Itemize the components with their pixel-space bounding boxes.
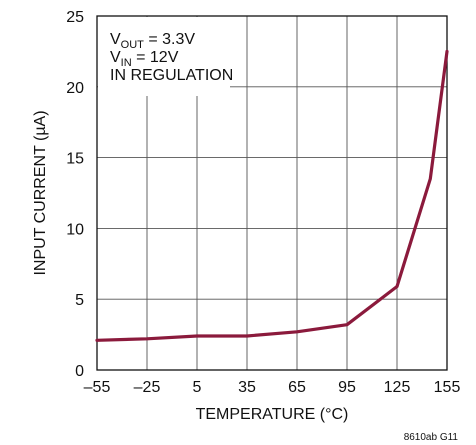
- x-tick-label: 35: [238, 379, 256, 396]
- grid: [97, 16, 447, 370]
- plot-frame: [96, 15, 448, 371]
- annotation-line: VOUT = 3.3V: [110, 31, 195, 51]
- y-tick-label: 15: [66, 151, 84, 168]
- y-tick-label: 10: [66, 221, 84, 238]
- y-tick-labels: 0 5 10 15 20 25: [66, 9, 84, 380]
- y-axis-label: INPUT CURRENT (µA): [32, 110, 49, 275]
- y-tick-label: 5: [75, 292, 84, 309]
- series: [95, 49, 449, 342]
- y-tick-label: 20: [66, 80, 84, 97]
- x-tick-label: 125: [384, 379, 411, 396]
- y-tick-label: 0: [75, 363, 84, 380]
- x-axis-label: TEMPERATURE (°C): [196, 406, 349, 423]
- y-tick-label: 25: [66, 9, 84, 26]
- x-tick-label: 155: [434, 379, 461, 396]
- x-tick-label: 95: [338, 379, 356, 396]
- x-tick-label: –25: [134, 379, 161, 396]
- figure-code: 8610ab G11: [404, 432, 459, 443]
- x-tick-labels: –55 –25 5 35 65 95 125 155: [84, 379, 461, 396]
- annotation-line: IN REGULATION: [110, 67, 233, 84]
- x-tick-label: 65: [288, 379, 306, 396]
- annotation-background: [98, 17, 230, 96]
- annotation-line: VIN = 12V: [110, 49, 179, 69]
- x-tick-label: 5: [193, 379, 202, 396]
- x-tick-label: –55: [84, 379, 111, 396]
